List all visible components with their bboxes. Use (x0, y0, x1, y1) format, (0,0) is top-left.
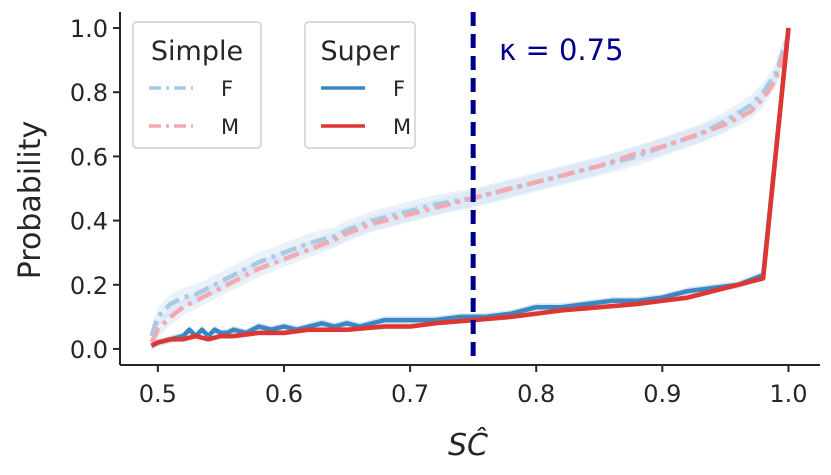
axes (119, 12, 820, 366)
y-tick-label: 1.0 (70, 15, 108, 43)
y-tick-label: 0.8 (70, 79, 108, 107)
y-ticks: 0.0 0.2 0.4 0.6 0.8 1.0 (70, 15, 120, 364)
series-lines (149, 27, 791, 348)
series-line-super-f (150, 27, 791, 348)
y-tick-label: 0.6 (70, 143, 108, 171)
legend-frame (304, 21, 416, 149)
legend-entry-label: F (221, 77, 233, 101)
x-tick-label: 0.6 (265, 380, 303, 408)
legend-entry-label: M (221, 115, 239, 139)
y-tick-label: 0.2 (70, 272, 108, 300)
kappa-annotation: κ = 0.75 (499, 33, 623, 67)
legend-title: Simple (151, 36, 243, 67)
x-tick-label: 0.8 (517, 380, 555, 408)
x-tick-label: 0.9 (643, 380, 681, 408)
legend-simple: Simple FM (132, 21, 262, 149)
x-tick-label: 1.0 (769, 380, 807, 408)
legend-title: Super (320, 36, 400, 67)
legend-frame (132, 21, 262, 149)
x-tick-label: 0.7 (391, 380, 429, 408)
series-line-super-m (150, 27, 791, 348)
legend-super: Super FM (304, 21, 416, 149)
series-line-simple-m (149, 37, 791, 344)
x-ticks: 0.5 0.6 0.7 0.8 0.9 1.0 (139, 365, 808, 408)
x-tick-label: 0.5 (139, 380, 177, 408)
legend-entry-label: M (393, 115, 411, 139)
y-tick-label: 0.0 (70, 336, 108, 364)
legend-entry-label: F (393, 77, 405, 101)
y-tick-label: 0.4 (70, 208, 108, 236)
x-axis-title: SĈ (448, 426, 488, 463)
y-axis-title: Probability (13, 121, 48, 280)
